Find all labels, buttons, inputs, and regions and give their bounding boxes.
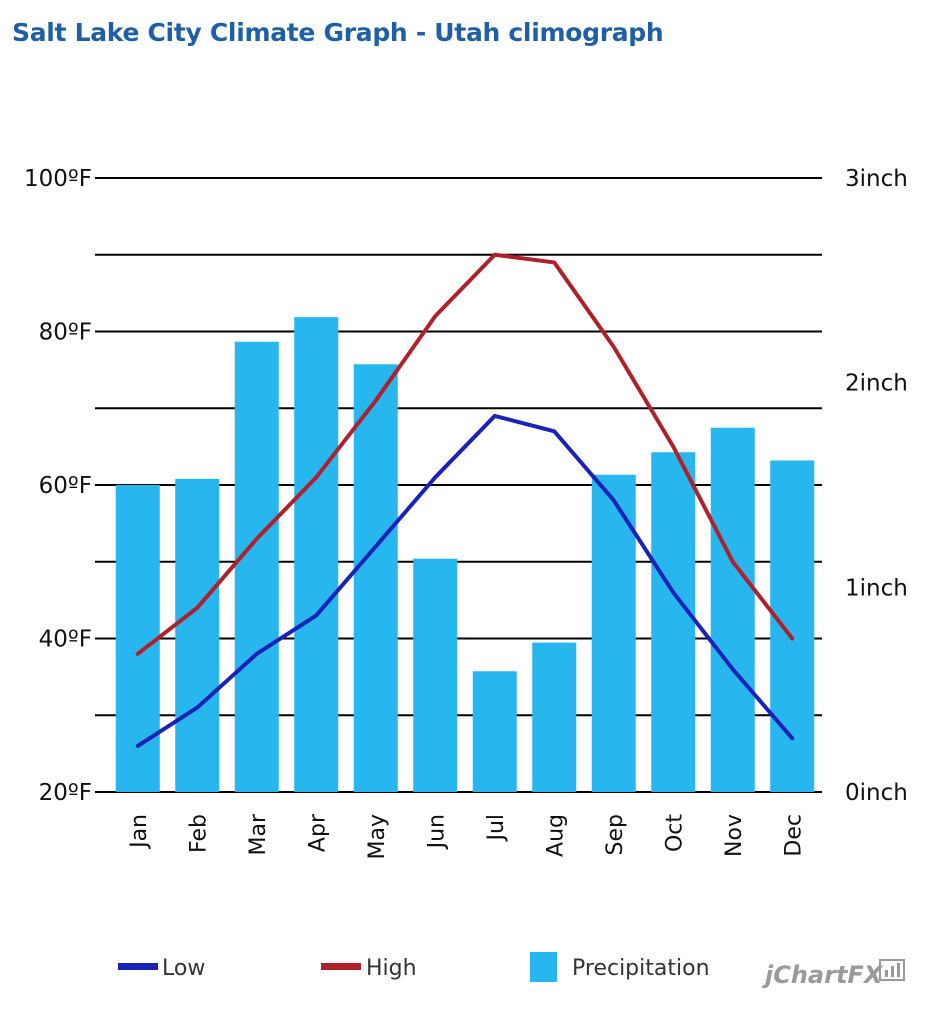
chart-title: Salt Lake City Climate Graph - Utah clim… [12,18,664,47]
right-tick-3: 3inch [845,166,908,192]
legend: Low High Precipitation [118,952,710,982]
precipitation-bar-may [353,364,398,792]
category-label-jul: Jul [484,814,509,843]
right-axis: 3inch 2inch 1inch 0inch [845,166,908,806]
precipitation-bar-apr [294,317,339,792]
legend-swatch-high [321,963,361,970]
right-tick-1: 1inch [845,575,908,601]
brand-icon-bar-3 [897,963,900,977]
precipitation-bar-nov [710,427,755,792]
low-temperature-line [135,413,795,748]
category-label-dec: Dec [781,814,806,857]
category-label-jan: Jan [127,814,152,850]
left-tick-100: 100ºF [24,166,92,192]
precipitation-bars [115,317,815,792]
legend-label-high: High [366,956,417,981]
left-tick-80: 80ºF [39,320,92,346]
category-label-may: May [365,814,390,859]
brand-icon-bar-1 [885,970,888,977]
category-label-nov: Nov [722,814,747,857]
brand-chart-icon [879,959,905,981]
category-label-oct: Oct [662,814,687,852]
left-tick-40: 40ºF [39,627,92,653]
brand-icon-frame [879,959,905,981]
x-axis: Jan Feb Mar Apr May Jun Jul Aug Sep Oct Nov Dec [127,813,807,859]
precipitation-bar-feb [175,478,220,792]
left-axis: 100ºF 80ºF 60ºF 40ºF 20ºF [24,166,92,806]
precipitation-bar-dec [770,460,815,792]
brand-logo-text: jChartFX [761,961,884,989]
precipitation-bar-oct [651,452,696,792]
precipitation-bar-jun [413,558,458,792]
category-label-mar: Mar [246,813,271,855]
right-tick-2: 2inch [845,371,908,397]
legend-label-low: Low [162,956,205,981]
brand-icon-bar-2 [891,966,894,977]
precipitation-bar-jan [115,485,160,792]
temperature-lines [135,252,795,748]
left-tick-60: 60ºF [39,473,92,499]
category-label-aug: Aug [543,814,568,857]
category-label-apr: Apr [305,813,330,852]
legend-swatch-precipitation [530,952,557,982]
precipitation-bar-aug [532,642,577,792]
legend-label-precipitation: Precipitation [572,956,710,981]
category-label-sep: Sep [603,814,628,855]
category-label-feb: Feb [186,814,211,853]
left-tick-20: 20ºF [39,780,92,806]
precipitation-bar-jul [472,671,517,792]
precipitation-bar-sep [591,474,636,792]
high-temperature-line [135,252,795,656]
legend-swatch-low [118,963,158,970]
branding: jChartFX [761,959,905,989]
precipitation-bar-mar [234,341,279,792]
category-label-jun: Jun [424,814,449,850]
right-tick-0: 0inch [845,780,908,806]
